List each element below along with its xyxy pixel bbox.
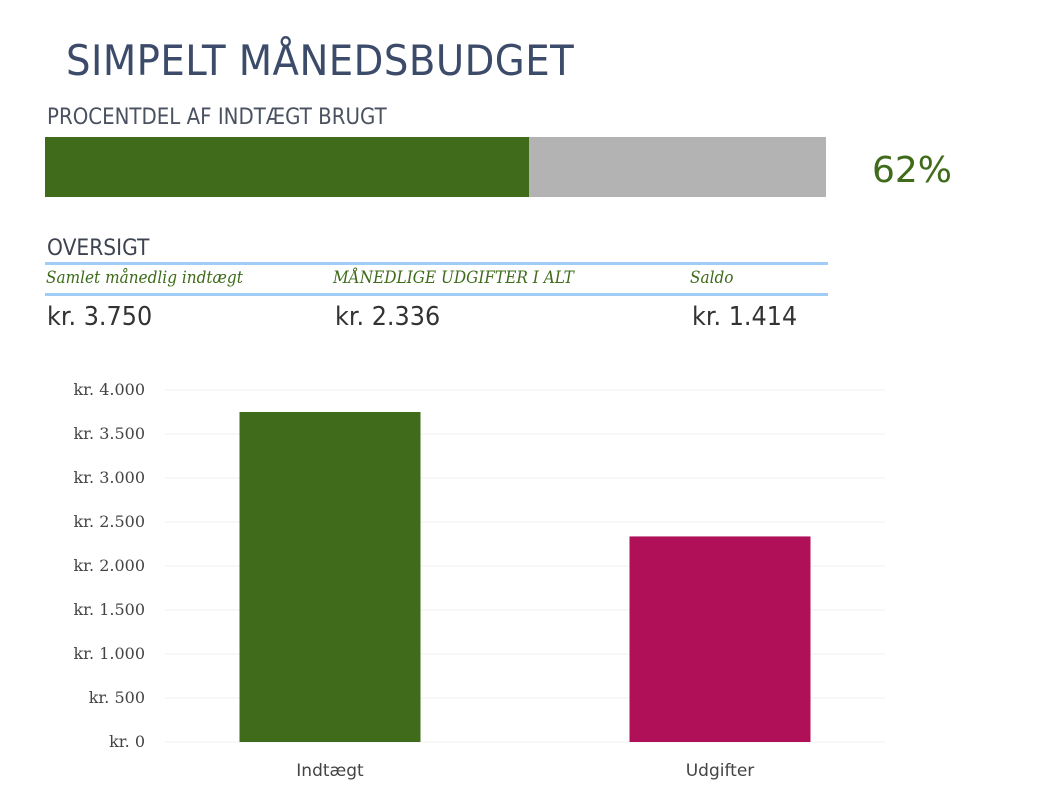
x-tick-label: Indtægt (296, 761, 364, 781)
overview-heading: OVERSIGT (47, 236, 150, 261)
expenses-header: MÅNEDLIGE UDGIFTER I ALT (333, 268, 574, 288)
y-tick-label: kr. 1.500 (73, 600, 145, 619)
y-tick-label: kr. 3.000 (73, 468, 145, 487)
progress-bar-fill (45, 137, 530, 197)
y-tick-label: kr. 3.500 (73, 424, 145, 443)
bar-udgifter (629, 536, 811, 742)
bar-indtægt (239, 412, 421, 742)
x-tick-label: Udgifter (686, 761, 755, 781)
balance-header: Saldo (690, 268, 734, 288)
divider (45, 293, 828, 296)
divider (45, 262, 828, 265)
income-value: kr. 3.750 (47, 302, 153, 332)
y-tick-label: kr. 1.000 (73, 644, 145, 663)
y-tick-label: kr. 4.000 (73, 380, 145, 399)
balance-value: kr. 1.414 (692, 302, 798, 332)
progress-label: PROCENTDEL AF INDTÆGT BRUGT (47, 105, 387, 130)
progress-percent: 62% (872, 150, 953, 191)
bar-chart: kr. 0 kr. 500 kr. 1.000 kr. 1.500 kr. 2.000 k… (73, 380, 885, 781)
income-header: Samlet månedlig indtægt (46, 268, 243, 288)
expenses-value: kr. 2.336 (335, 302, 441, 332)
y-tick-label: kr. 500 (89, 688, 145, 707)
y-tick-label: kr. 0 (109, 732, 145, 751)
y-tick-label: kr. 2.500 (73, 512, 145, 531)
y-tick-label: kr. 2.000 (73, 556, 145, 575)
progress-bar (45, 137, 826, 197)
page-title: SIMPELT MÅNEDSBUDGET (66, 36, 575, 85)
